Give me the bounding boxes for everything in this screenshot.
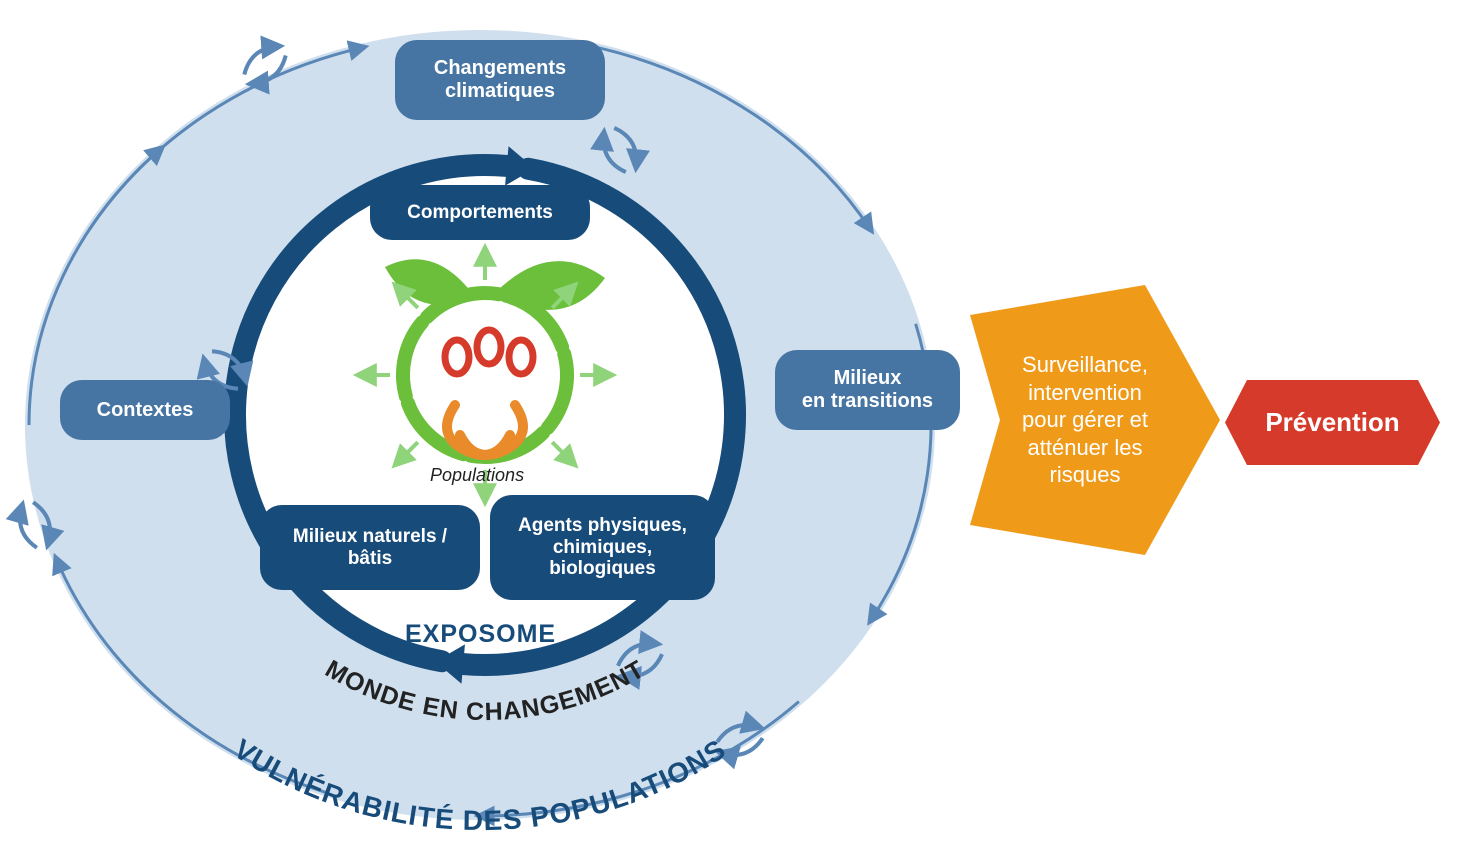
node-contextes: Contextes	[60, 380, 230, 440]
node-milieux-transitions: Milieuxen transitions	[775, 350, 960, 430]
node-changements-climatiques: Changementsclimatiques	[395, 40, 605, 120]
surveillance-label: Surveillance,interventionpour gérer etat…	[1022, 351, 1148, 489]
node-label: Comportements	[407, 202, 553, 224]
node-label: Milieux naturels /bâtis	[293, 526, 447, 570]
prevention-label: Prévention	[1265, 407, 1399, 438]
node-label: Milieuxen transitions	[802, 367, 933, 413]
surveillance-block: Surveillance,interventionpour gérer etat…	[970, 285, 1200, 555]
populations-label: Populations	[430, 465, 524, 486]
prevention-block: Prévention	[1225, 380, 1440, 465]
node-milieux-naturels: Milieux naturels /bâtis	[260, 505, 480, 590]
node-comportements: Comportements	[370, 185, 590, 240]
node-label: Contextes	[97, 399, 194, 422]
node-agents: Agents physiques,chimiques,biologiques	[490, 495, 715, 600]
exposome-label: EXPOSOME	[405, 620, 556, 649]
node-label: Agents physiques,chimiques,biologiques	[518, 515, 687, 581]
node-label: Changementsclimatiques	[434, 57, 566, 103]
